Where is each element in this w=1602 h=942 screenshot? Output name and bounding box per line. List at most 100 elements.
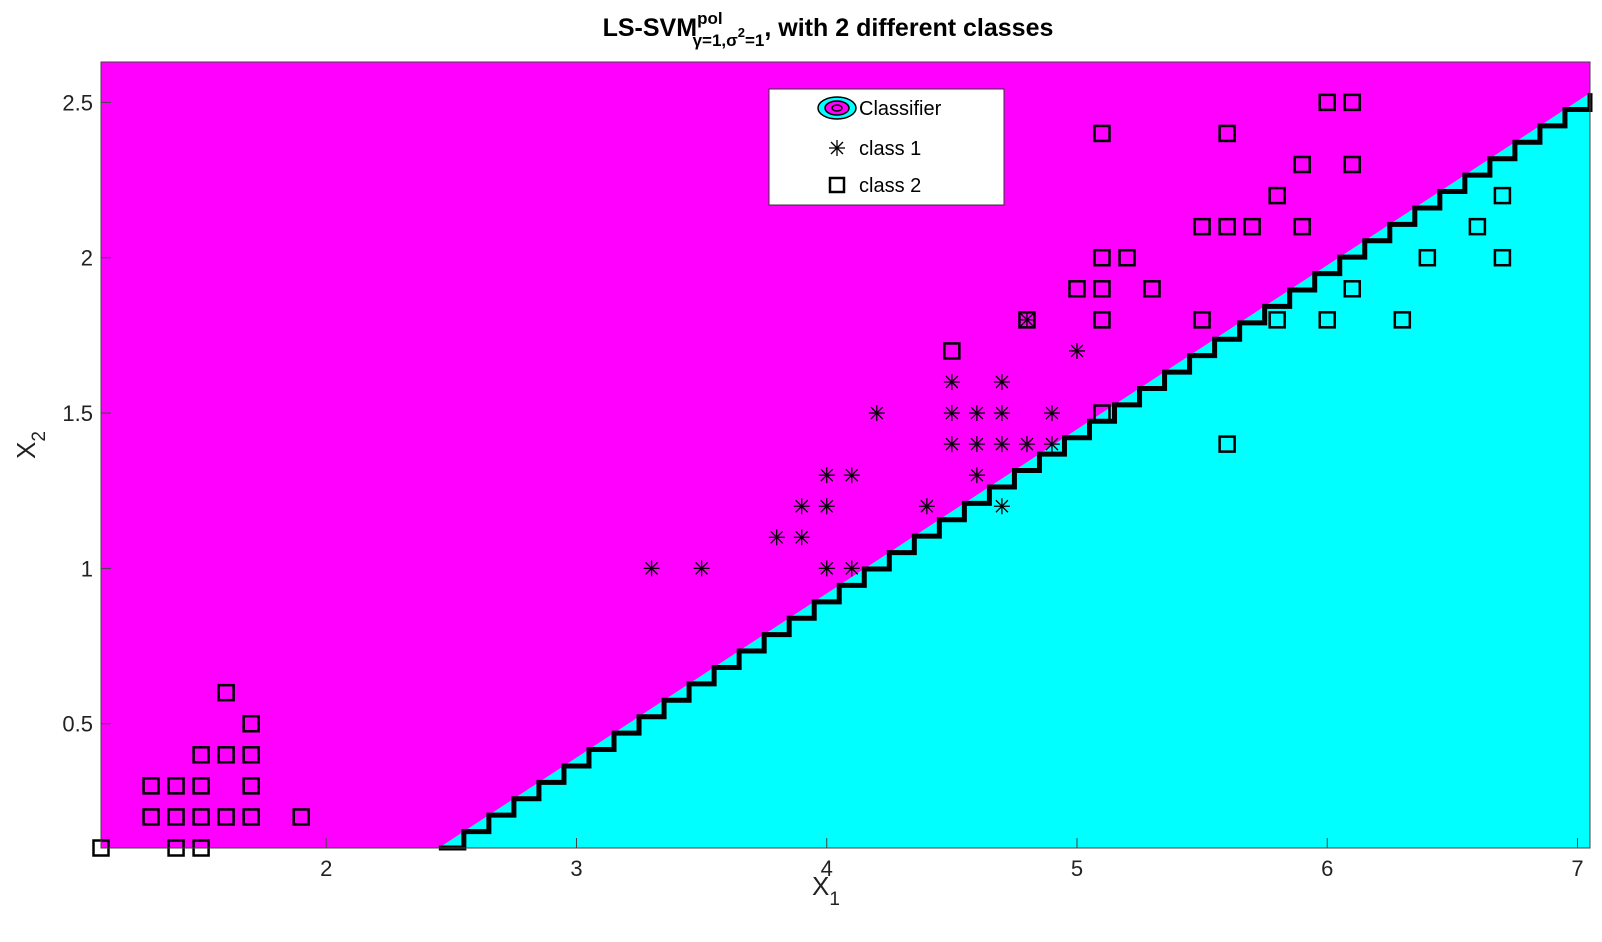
class-1-point (818, 467, 835, 484)
class-2-point (192, 808, 210, 826)
decision-boundary (438, 93, 1593, 851)
y-tick-label: 1 (81, 556, 93, 581)
class-1-point (643, 560, 660, 577)
class-1-point (1043, 405, 1060, 422)
class-2-point (242, 808, 260, 826)
class-1-point (793, 498, 810, 515)
class-2-point (1093, 248, 1111, 267)
class-2-point (1493, 186, 1512, 205)
class-1-point (993, 498, 1010, 515)
class-1-point (1068, 342, 1085, 359)
class-1-point (793, 529, 810, 546)
class-2-point (1218, 217, 1236, 236)
legend-item-class-1: class 1 (829, 138, 921, 160)
class-2-point (167, 808, 185, 826)
class-1-point (1018, 311, 1035, 328)
class-2-point (1293, 217, 1311, 236)
title-superscript: pol (697, 9, 723, 28)
y-axis-ticks: 0.5 1 1.5 2 2.5 (62, 90, 111, 737)
x-axis-label-sub: 1 (829, 889, 840, 910)
class-1-point (968, 405, 985, 422)
y-tick-label: 2 (81, 246, 93, 271)
chart-title: LS-SVMpol γ=1,σ2=1, with 2 different clas… (603, 9, 1054, 50)
class-2-point (217, 683, 235, 702)
class-2-point (1093, 280, 1111, 298)
class-2-point (1218, 435, 1236, 453)
class-2-point (1018, 311, 1036, 329)
x-tick-label: 7 (1571, 856, 1583, 881)
class-1-point (918, 498, 935, 515)
class-2-point (1343, 93, 1362, 112)
class-2-point (1418, 248, 1437, 267)
class-1-point (993, 405, 1010, 422)
class-2-point (1343, 155, 1362, 174)
title-subscript: γ=1,σ (693, 31, 739, 50)
class-1-point (818, 498, 835, 515)
class-2-point (1068, 280, 1086, 298)
class-2-point (1493, 248, 1512, 267)
legend-box (768, 88, 1005, 206)
class-2-point (192, 777, 210, 795)
class-1-point (943, 373, 960, 390)
class-1-point (943, 405, 960, 422)
class-1-point (818, 560, 835, 577)
legend-label-classifier: Classifier (859, 98, 942, 120)
class-1-point (943, 436, 960, 453)
x-tick-label: 3 (570, 856, 582, 881)
class-2-point (1393, 311, 1412, 329)
y-axis-label-sub: 2 (29, 431, 50, 442)
class-1-point (1043, 436, 1060, 453)
region-class-upper (101, 62, 1590, 848)
legend: Classifier class 1 class 2 (768, 88, 1005, 206)
square-icon (828, 176, 846, 194)
title-suffix: , with 2 different classes (764, 14, 1053, 42)
class-2-point (142, 777, 160, 795)
title-sub-tail: =1 (745, 31, 764, 50)
legend-item-class-2: class 2 (828, 175, 921, 197)
title-main: LS-SVM (603, 14, 697, 42)
class-2-point (1143, 280, 1161, 298)
y-tick-label: 0.5 (62, 712, 93, 737)
class-1-point (768, 529, 785, 546)
plot-area (92, 61, 1593, 857)
x-tick-label: 2 (320, 856, 332, 881)
class-2-point (1193, 217, 1211, 236)
y-axis-label: X2 (11, 431, 50, 459)
class-1-point (993, 436, 1010, 453)
class-2-point (217, 808, 235, 826)
class-1-point (693, 560, 710, 577)
class-2-point (167, 777, 185, 795)
class-2-point (1118, 248, 1136, 267)
class-2-point (1093, 404, 1111, 422)
class-1-point (993, 373, 1010, 390)
class-2-point (1093, 124, 1111, 143)
class-2-point (1318, 311, 1336, 329)
class-2-point (242, 714, 260, 733)
plot-frame (100, 61, 1591, 849)
classifier-icon (817, 96, 857, 120)
legend-label-class-1: class 1 (859, 138, 921, 160)
class-2-point (1193, 311, 1211, 329)
legend-label-class-2: class 2 (859, 175, 921, 197)
x-tick-label: 5 (1071, 856, 1083, 881)
y-tick-label: 2.5 (62, 90, 93, 115)
legend-item-classifier: Classifier (817, 96, 942, 120)
x-tick-label: 4 (821, 856, 833, 881)
class-1-point (868, 405, 885, 422)
class-2-point (1468, 217, 1487, 236)
class-2-point (1293, 155, 1311, 174)
class-2-point (242, 746, 260, 764)
y-tick-label: 1.5 (62, 401, 93, 426)
class-1-point (1018, 436, 1035, 453)
class-2-point (1268, 311, 1286, 329)
class-1-point (843, 467, 860, 484)
x-tick-label: 6 (1321, 856, 1333, 881)
x-axis-label-base: X (812, 871, 829, 901)
x-axis-label: X1 (812, 871, 840, 910)
x-axis-ticks: 2 3 4 5 6 7 (320, 838, 1584, 881)
class-2-point (192, 746, 210, 764)
class-2-point (1318, 93, 1336, 112)
class-2-point (1268, 186, 1286, 205)
asterisk-icon (829, 140, 845, 156)
